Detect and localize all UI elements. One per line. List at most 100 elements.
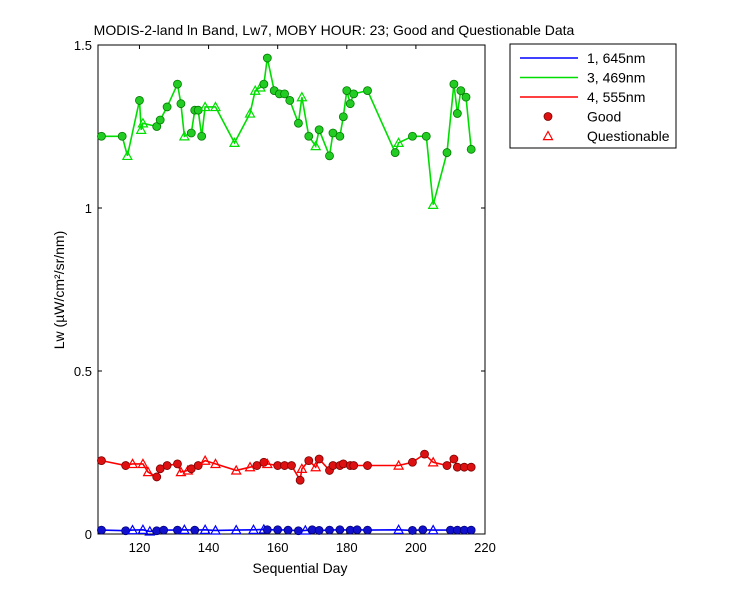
good-point xyxy=(314,526,324,535)
questionable-point xyxy=(296,463,308,473)
questionable-point xyxy=(244,461,256,472)
questionable-point xyxy=(393,459,405,470)
x-tick-label: 120 xyxy=(129,540,151,555)
questionable-point xyxy=(427,199,439,209)
good-point xyxy=(173,459,182,469)
good-point xyxy=(335,131,345,141)
questionable-point xyxy=(393,524,405,534)
good-point xyxy=(466,462,476,472)
questionable-point xyxy=(178,524,190,534)
good-point xyxy=(390,148,400,157)
good-point xyxy=(135,96,144,105)
good-point xyxy=(304,131,314,141)
chart-title: MODIS-2-land ln Band, Lw7, MOBY HOUR: 23… xyxy=(94,22,575,38)
good-point xyxy=(363,86,372,96)
questionable-point xyxy=(299,524,311,535)
good-point xyxy=(162,102,172,112)
good-point xyxy=(162,461,172,470)
good-point xyxy=(117,131,127,141)
questionable-point xyxy=(296,91,308,102)
y-tick-label: 1.5 xyxy=(74,38,92,53)
good-point xyxy=(349,89,359,99)
questionable-point xyxy=(137,524,149,534)
good-point xyxy=(335,525,345,535)
good-point xyxy=(295,475,305,485)
good-point xyxy=(193,461,203,470)
good-point xyxy=(287,461,296,470)
questionable-point xyxy=(261,458,273,469)
y-tick-label: 0 xyxy=(85,527,92,542)
legend-label: 4, 555nm xyxy=(587,89,645,105)
questionable-point xyxy=(247,524,260,534)
good-point xyxy=(262,525,272,535)
good-point xyxy=(304,456,314,466)
questionable-point xyxy=(393,137,405,147)
good-point xyxy=(273,525,283,535)
series-2 xyxy=(97,449,476,485)
legend-swatch xyxy=(543,112,553,121)
questionable-point xyxy=(230,524,242,535)
good-point xyxy=(294,118,303,128)
good-point xyxy=(159,525,169,535)
x-tick-label: 140 xyxy=(198,540,220,555)
good-point xyxy=(338,112,348,122)
good-point xyxy=(152,472,162,482)
good-point xyxy=(262,53,272,63)
questionable-point xyxy=(209,458,222,469)
legend: 1, 645nm 3, 469nm 4, 555nm Good Questionable xyxy=(509,43,677,149)
legend-box xyxy=(509,43,677,149)
legend-item: Questionable xyxy=(542,128,670,144)
good-point xyxy=(421,131,431,141)
good-point xyxy=(97,131,106,141)
legend-item: 3, 469nm xyxy=(520,70,645,86)
good-point xyxy=(121,461,131,470)
questionable-point xyxy=(135,124,147,134)
questionable-point xyxy=(209,524,222,535)
legend-item: 1, 645nm xyxy=(520,50,645,66)
questionable-point xyxy=(209,101,222,112)
x-tick-label: 200 xyxy=(405,540,427,555)
good-point xyxy=(466,144,476,154)
good-point xyxy=(186,128,196,138)
good-point xyxy=(325,151,334,161)
good-point xyxy=(155,115,165,125)
good-point xyxy=(283,525,293,535)
good-point xyxy=(280,89,289,99)
x-tick-labels: 120 140 160 180 200 220 xyxy=(129,540,496,555)
questionable-point xyxy=(427,456,439,467)
questionable-point xyxy=(137,117,149,128)
legend-swatch xyxy=(542,130,554,141)
questionable-point xyxy=(244,107,256,118)
good-point xyxy=(418,525,428,535)
questionable-point xyxy=(427,524,439,535)
good-point xyxy=(97,456,106,466)
questionable-point xyxy=(178,130,190,141)
good-point xyxy=(420,449,429,459)
questionable-point xyxy=(249,84,261,95)
legend-label: 3, 469nm xyxy=(587,70,645,86)
good-point xyxy=(176,99,186,109)
good-point xyxy=(442,148,452,157)
legend-label: Good xyxy=(587,109,621,125)
good-point xyxy=(408,526,417,535)
x-axis-label: Sequential Day xyxy=(253,560,348,576)
y-tick-labels: 0 0.5 1 1.5 xyxy=(74,38,92,542)
good-point xyxy=(456,86,466,96)
good-point xyxy=(197,131,207,141)
good-point xyxy=(345,99,355,109)
good-point xyxy=(285,96,295,105)
good-point xyxy=(190,525,200,535)
questionable-point xyxy=(127,458,139,469)
good-point xyxy=(349,461,359,470)
questionable-point xyxy=(127,524,139,535)
questionable-point xyxy=(199,524,211,534)
good-point xyxy=(461,92,471,102)
questionable-point xyxy=(121,150,133,161)
good-point xyxy=(325,525,334,535)
questionable-point xyxy=(137,458,149,469)
questionable-point xyxy=(310,461,322,472)
y-axis-label: Lw (µW/cm²/sr/nm) xyxy=(51,231,67,350)
x-tick-label: 220 xyxy=(474,540,496,555)
good-point xyxy=(314,454,324,464)
